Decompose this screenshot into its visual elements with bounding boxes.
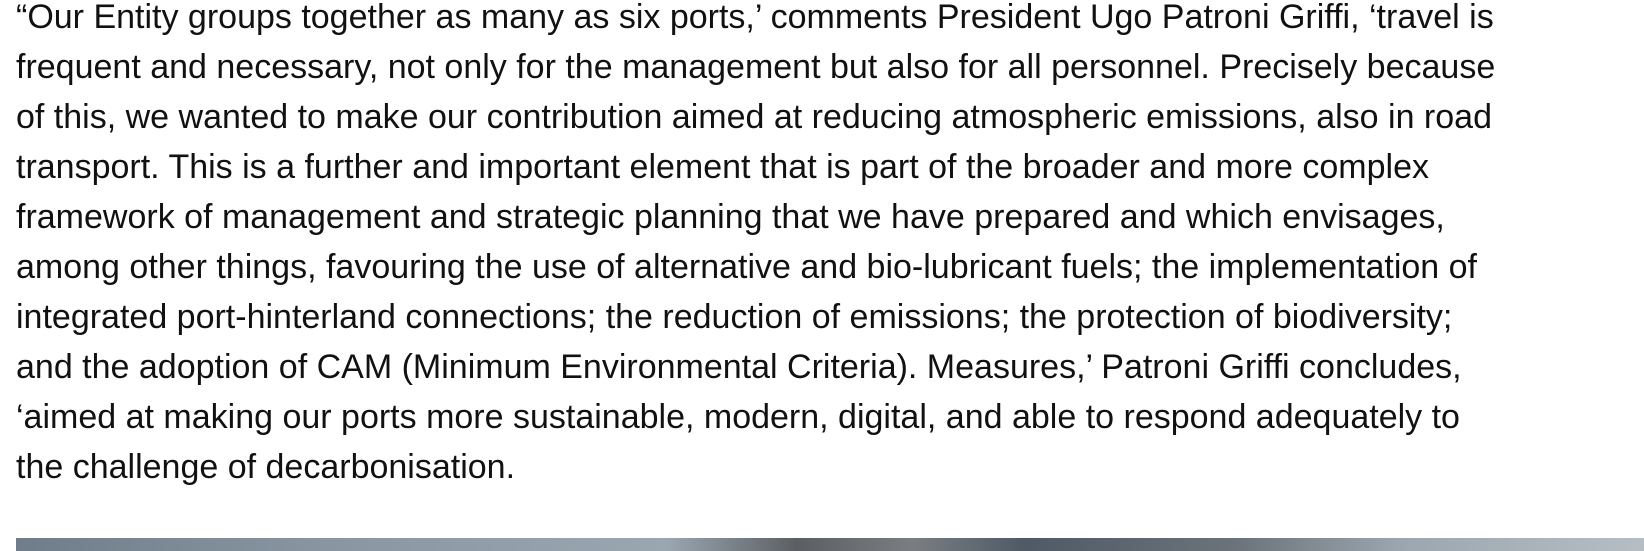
photo [16,538,1644,551]
text-line: transport. This is a further and importa… [16,142,1495,192]
text-line: “Our Entity groups together as many as s… [16,0,1495,42]
page: “Our Entity groups together as many as s… [0,0,1644,551]
text-line: frequent and necessary, not only for the… [16,42,1495,92]
text-line: framework of management and strategic pl… [16,192,1495,242]
paragraph: “Our Entity groups together as many as s… [16,0,1495,492]
text-line: and the adoption of CAM (Minimum Environ… [16,342,1495,392]
text-line: the challenge of decarbonisation. [16,442,1495,492]
text-line: ‘aimed at making our ports more sustaina… [16,392,1495,442]
text-line: of this, we wanted to make our contribut… [16,92,1495,142]
text-line: among other things, favouring the use of… [16,242,1495,292]
text-line: integrated port-hinterland connections; … [16,292,1495,342]
